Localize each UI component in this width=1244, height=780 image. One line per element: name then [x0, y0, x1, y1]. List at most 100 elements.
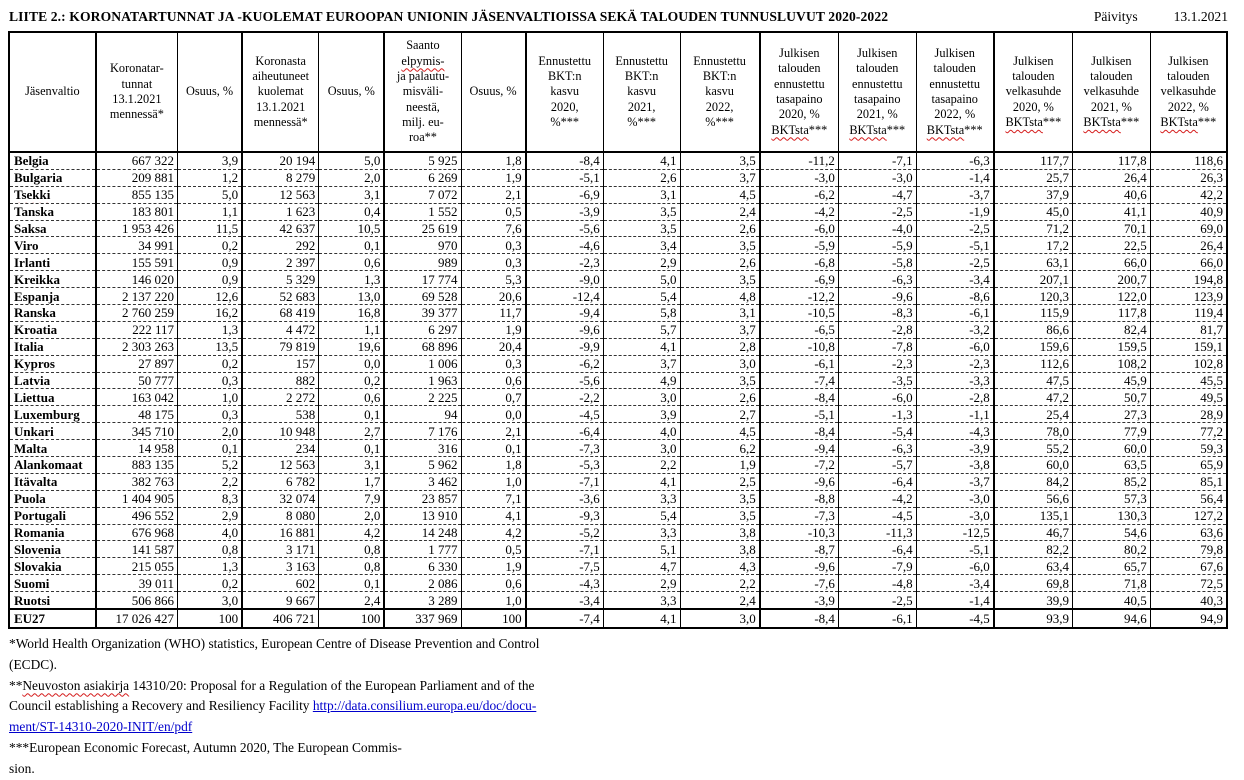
table-row: Bulgaria 209 881 1,2 8 279 2,0 6 269 1,9 -5,1 2,…: [8, 169, 1228, 187]
value-cell: 56,4: [1149, 490, 1228, 508]
value-cell: 52 683: [241, 287, 320, 306]
value-cell: -7,1: [837, 152, 917, 170]
value-cell: 66,0: [1149, 253, 1228, 272]
value-cell: 0,9: [177, 253, 244, 272]
value-cell: 3,1: [679, 304, 761, 322]
value-cell: 6,2: [679, 439, 761, 458]
value-cell: -4,7: [837, 186, 917, 204]
value-cell: -5,6: [525, 372, 604, 390]
value-cell: -6,5: [759, 321, 839, 339]
value-cell: 3,8: [679, 524, 761, 542]
value-cell: 4 472: [241, 321, 320, 339]
value-cell: 146 020: [95, 270, 179, 289]
value-cell: 3 163: [241, 557, 320, 576]
value-cell: -6,0: [837, 388, 917, 407]
value-cell: 40,9: [1149, 203, 1228, 221]
document-link[interactable]: http://data.consilium.europa.eu/doc/docu…: [312, 698, 537, 714]
value-cell: 496 552: [95, 507, 179, 525]
value-cell: -3,4: [915, 270, 995, 289]
table-row: Luxemburg 48 175 0,3 538 0,1 94 0,0 -4,5 3,9 2,7-…: [8, 405, 1228, 424]
value-cell: 3,5: [679, 152, 761, 170]
value-cell: 94: [383, 405, 462, 424]
value-cell: 2,4: [679, 591, 761, 610]
value-cell: 17 774: [383, 270, 462, 289]
value-cell: 3,9: [602, 405, 681, 424]
value-cell: -3,0: [837, 169, 917, 187]
value-cell: -10,5: [759, 304, 839, 322]
value-cell: 3,1: [318, 186, 386, 204]
value-cell: -6,0: [915, 338, 995, 356]
value-cell: -8,4: [525, 152, 604, 170]
value-cell: 2,6: [679, 220, 761, 238]
value-cell: -10,8: [759, 338, 839, 356]
value-cell: -9,6: [759, 473, 839, 491]
value-cell: -5,9: [759, 236, 839, 255]
value-cell: 1,2: [177, 169, 244, 187]
value-cell: 5,4: [602, 507, 681, 525]
value-cell: 12,6: [177, 287, 244, 306]
value-cell: -9,3: [525, 507, 604, 525]
value-cell: 4,8: [679, 287, 761, 306]
value-cell: 1,3: [177, 321, 244, 339]
value-cell: 3 171: [241, 540, 320, 559]
value-cell: 141 587: [95, 540, 179, 559]
value-cell: -1,9: [915, 203, 995, 221]
value-cell: 1 963: [383, 372, 462, 390]
value-cell: 4,7: [602, 557, 681, 576]
value-cell: 159,1: [1149, 338, 1228, 356]
value-cell: 39,9: [993, 591, 1073, 610]
value-cell: 2 225: [383, 388, 462, 407]
value-cell: -4,3: [915, 422, 995, 441]
value-cell: 0,5: [460, 540, 527, 559]
column-header: Julkisen talouden velkasuhde 2020, % BKT…: [993, 31, 1073, 153]
value-cell: -7,1: [525, 473, 604, 491]
misspelled-word: BKTsta: [849, 122, 887, 137]
value-cell: 0,7: [460, 388, 527, 407]
value-cell: 3,7: [679, 169, 761, 187]
value-cell: 37,9: [993, 186, 1073, 204]
value-cell: 32 074: [241, 490, 320, 508]
value-cell: 82,4: [1072, 321, 1151, 339]
value-cell: -5,1: [915, 540, 995, 559]
value-cell: 1,9: [460, 169, 527, 187]
value-cell: -3,0: [915, 507, 995, 525]
table-row: Belgia 667 322 3,9 20 194 5,0 5 925 1,8 -8,4 4,1…: [8, 152, 1228, 170]
value-cell: 1,3: [177, 557, 244, 576]
value-cell: 5,1: [602, 540, 681, 559]
country-cell: Puola: [8, 490, 97, 508]
value-cell: 4,2: [460, 524, 527, 542]
footnote-line: **Neuvoston asiakirja 14310/20: Proposal…: [9, 676, 629, 697]
value-cell: 8 080: [241, 507, 320, 525]
document-link[interactable]: ment/ST-14310-2020-INIT/en/pdf: [9, 719, 193, 735]
value-cell: 17 026 427: [95, 608, 179, 629]
value-cell: 10 948: [241, 422, 320, 441]
value-cell: 2,2: [679, 574, 761, 593]
value-cell: 117,8: [1072, 152, 1151, 170]
value-cell: 855 135: [95, 186, 179, 204]
value-cell: 2 760 259: [95, 304, 179, 322]
value-cell: -7,3: [759, 507, 839, 525]
table-row: Irlanti 155 591 0,9 2 397 0,6 989 0,3 -2,3 2,9 2,…: [8, 253, 1228, 272]
value-cell: 135,1: [993, 507, 1073, 525]
value-cell: 94,9: [1149, 608, 1228, 629]
update-date: 13.1.2021: [1173, 9, 1228, 24]
column-header: Julkisen talouden velkasuhde 2022, % BKT…: [1149, 31, 1228, 153]
value-cell: -8,4: [759, 608, 839, 629]
value-cell: 6 269: [383, 169, 462, 187]
value-cell: 0,8: [177, 540, 244, 559]
value-cell: -8,4: [759, 422, 839, 441]
value-cell: 1,8: [460, 456, 527, 474]
table-row: Espanja 2 137 220 12,6 52 683 13,0 69 528 20,6…: [8, 287, 1228, 306]
value-cell: 0,2: [177, 236, 244, 255]
value-cell: 2,7: [679, 405, 761, 424]
value-cell: 10,5: [318, 220, 386, 238]
value-cell: 3,0: [602, 439, 681, 458]
value-cell: -6,2: [759, 186, 839, 204]
value-cell: 5 329: [241, 270, 320, 289]
value-cell: 200,7: [1072, 270, 1151, 289]
value-cell: 5,0: [602, 270, 681, 289]
value-cell: 538: [241, 405, 320, 424]
value-cell: 0,0: [318, 355, 386, 373]
value-cell: -6,9: [525, 186, 604, 204]
value-cell: -2,3: [915, 355, 995, 373]
